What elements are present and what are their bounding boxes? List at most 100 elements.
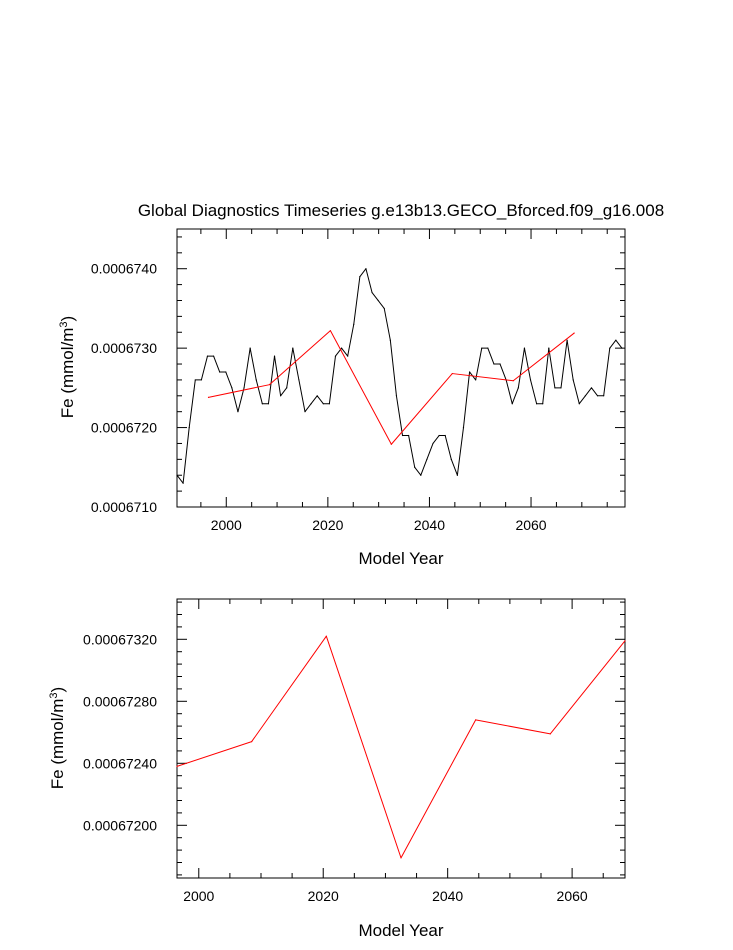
chart1-series-2-point bbox=[573, 332, 575, 334]
chart2-frame bbox=[176, 598, 626, 879]
chart1-series-1-point bbox=[584, 395, 586, 397]
chart1-series-1-point bbox=[334, 355, 337, 357]
chart1-series-1-point bbox=[219, 371, 221, 373]
chart2-y-tick-label: 0.00067200 bbox=[83, 817, 157, 833]
chart1-series-2-point bbox=[207, 396, 210, 398]
chart1-series-1-point bbox=[401, 434, 404, 437]
chart1-series-1-point bbox=[206, 355, 209, 357]
chart2-xlabel: Model Year bbox=[358, 921, 443, 940]
chart1-series-1-point bbox=[231, 387, 233, 389]
chart1-series-1-point bbox=[328, 403, 330, 405]
chart1-xlabel: Model Year bbox=[358, 549, 443, 568]
chart1-series-1-point bbox=[529, 379, 532, 381]
chart1-series-1-point bbox=[578, 403, 580, 405]
chart1-series-2-point bbox=[268, 384, 271, 386]
chart1-series-1-point bbox=[298, 379, 300, 381]
chart1-series-1-point bbox=[444, 434, 446, 437]
chart1-series-1-point bbox=[572, 379, 574, 381]
chart2-x-tick-label: 2060 bbox=[557, 888, 588, 904]
chart1-series-1-line bbox=[176, 268, 623, 484]
chart2-ylabel-sup: 3 bbox=[48, 692, 60, 698]
chart1-series-1-point bbox=[359, 276, 361, 278]
chart1-series-1-point bbox=[237, 411, 239, 413]
chart1-series-1-point bbox=[188, 426, 190, 429]
chart1-series-1-point bbox=[542, 403, 544, 405]
chart1-series-1-point bbox=[481, 347, 483, 349]
chart1-series-1-point bbox=[511, 403, 513, 405]
chart1-series-1-point bbox=[322, 403, 324, 405]
chart1-series-1-point bbox=[462, 426, 465, 429]
chart1-frame bbox=[176, 228, 626, 508]
chart1-series-1-point bbox=[450, 458, 452, 460]
chart1-ylabel: Fe (mmol/m3) bbox=[58, 316, 77, 418]
chart1-series-1-point bbox=[408, 434, 410, 437]
chart1-series-1-point bbox=[273, 355, 276, 357]
chart2-x-tick-label: 2020 bbox=[308, 888, 339, 904]
chart1-series-1-point bbox=[420, 474, 422, 476]
chart1-series-1-point bbox=[426, 458, 428, 460]
chart1-ylabel-tail: ) bbox=[58, 316, 77, 322]
chart1-series-1-point bbox=[499, 363, 501, 365]
chart2-y-tick-label: 0.00067240 bbox=[83, 755, 157, 771]
chart1-series-1-point bbox=[353, 323, 355, 325]
chart1-series-1-point bbox=[176, 474, 178, 476]
chart1-series-1-point bbox=[365, 268, 367, 270]
chart1-series-1-point bbox=[292, 347, 294, 349]
chart1-series-2-point bbox=[512, 380, 514, 382]
chart1-series-1-point bbox=[371, 291, 373, 294]
chart1-series-1-point bbox=[261, 403, 263, 405]
chart1-series-1-point bbox=[548, 347, 550, 349]
chart2-y-tick-label: 0.00067280 bbox=[83, 693, 157, 709]
chart1-series-1-point bbox=[316, 395, 318, 397]
chart1-series-1-point bbox=[243, 387, 245, 389]
chart1-title: Global Diagnostics Timeseries g.e13b13.G… bbox=[138, 201, 664, 220]
chart2-ylabel: Fe (mmol/m3) bbox=[48, 687, 67, 789]
chart1-series-1-point bbox=[517, 387, 519, 389]
chart1-x-tick-label: 2060 bbox=[515, 517, 546, 533]
chart1-series-1-point bbox=[225, 371, 227, 373]
chart1-series-1-point bbox=[310, 403, 312, 405]
chart1-ylabel-main: Fe (mmol/m bbox=[58, 328, 77, 419]
chart2-series-1-point bbox=[624, 640, 626, 642]
chart2-x-tick-label: 2040 bbox=[432, 888, 463, 904]
chart1-series-1-point bbox=[554, 387, 556, 389]
chart1-series-2-point bbox=[329, 330, 331, 332]
chart1-x-tick-label: 2000 bbox=[211, 517, 242, 533]
chart1-series-1-point bbox=[475, 379, 477, 381]
chart1-series-1-point bbox=[603, 395, 605, 397]
chart1-series-1-point bbox=[280, 395, 282, 397]
chart1-series-1-point bbox=[438, 434, 440, 437]
chart1-series-1-point bbox=[615, 339, 617, 341]
chart1-series-1-point bbox=[347, 355, 349, 357]
chart1-x-tick-label: 2020 bbox=[312, 517, 343, 533]
chart1-series-1-point bbox=[456, 474, 458, 476]
chart1-series-1-point bbox=[414, 466, 416, 468]
chart1-series-1-point bbox=[267, 403, 270, 405]
chart1-series-1-point bbox=[182, 482, 184, 484]
chart1-series-1-point bbox=[596, 395, 599, 397]
chart2-x-tick-label: 2000 bbox=[183, 888, 214, 904]
chart2-ylabel-main: Fe (mmol/m bbox=[48, 699, 67, 790]
chart2-y-tick-label: 0.00067320 bbox=[83, 631, 157, 647]
chart1-series-1-point bbox=[340, 347, 343, 349]
chart1-series-1-point bbox=[194, 379, 196, 381]
chart1-series-2-point bbox=[451, 372, 453, 375]
chart1-y-tick-label: 0.0006710 bbox=[91, 499, 157, 515]
chart1-series-1-point bbox=[468, 371, 471, 373]
chart1-series-1-point bbox=[560, 387, 562, 389]
chart2-series-1-point bbox=[325, 635, 327, 637]
chart1-series-1-point bbox=[249, 347, 251, 349]
chart1-series-1-point bbox=[487, 347, 489, 349]
chart1-series-1-point bbox=[566, 339, 568, 341]
chart2-series-1-point bbox=[549, 733, 551, 735]
chart2-series-1-point bbox=[475, 719, 477, 721]
chart1-series-1-point bbox=[255, 379, 257, 381]
chart1-series-1-point bbox=[621, 347, 623, 349]
chart1-series-1-point bbox=[377, 299, 379, 302]
chart1-y-tick-label: 0.0006720 bbox=[91, 420, 157, 436]
chart1-series-1-point bbox=[304, 411, 306, 413]
chart1-x-tick-label: 2040 bbox=[414, 517, 445, 533]
chart1-series-1-point bbox=[432, 442, 434, 445]
